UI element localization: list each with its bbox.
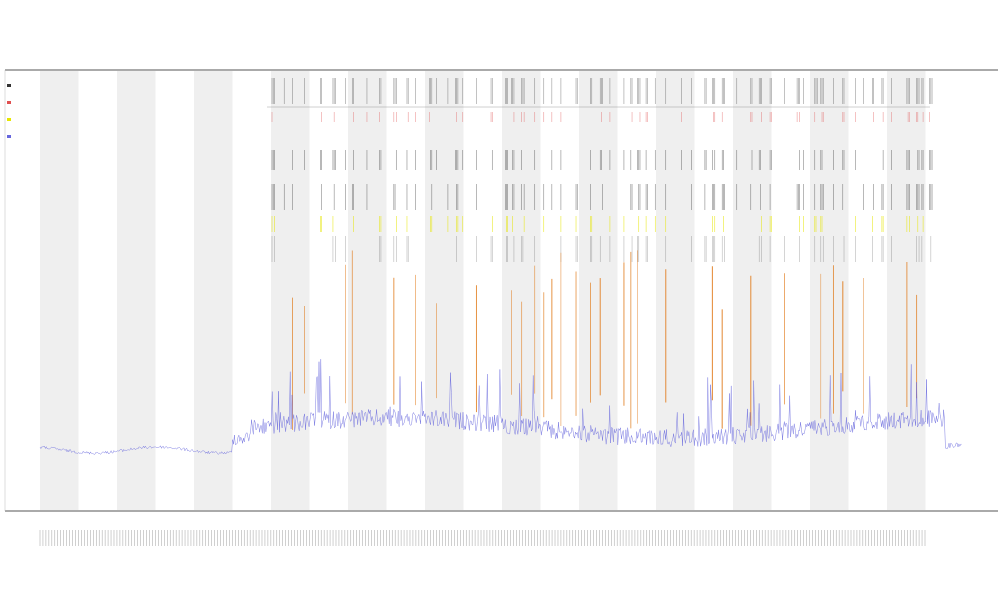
- band-3: [271, 71, 310, 510]
- band-0: [40, 71, 79, 510]
- x-tick-labels: [39, 530, 926, 546]
- band-9: [733, 71, 772, 510]
- band-8: [656, 71, 695, 510]
- legend-swatch-2: [7, 118, 11, 121]
- legend: [7, 84, 11, 138]
- legend-swatch-1: [7, 101, 11, 104]
- event-markers: [267, 78, 933, 262]
- band-6: [502, 71, 541, 510]
- band-4: [348, 71, 387, 510]
- main-trace-line: [39, 359, 962, 455]
- legend-swatch-0: [7, 84, 11, 87]
- spike-series: [292, 250, 918, 430]
- band-10: [810, 71, 849, 510]
- legend-swatch-3: [7, 135, 11, 138]
- band-1: [117, 71, 156, 510]
- band-2: [194, 71, 233, 510]
- band-5: [425, 71, 464, 510]
- band-7: [579, 71, 618, 510]
- band-11: [887, 71, 926, 510]
- time-bands: [40, 71, 926, 510]
